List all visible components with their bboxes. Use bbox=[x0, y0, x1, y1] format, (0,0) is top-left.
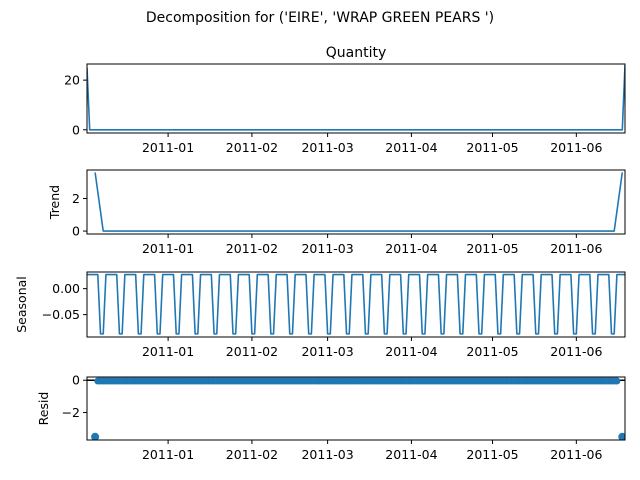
seasonal-xtick-label: 2011-03 bbox=[301, 344, 353, 359]
resid-xtick-label: 2011-06 bbox=[550, 447, 602, 462]
trend-xtick-label: 2011-04 bbox=[385, 241, 437, 256]
seasonal-xtick-label: 2011-01 bbox=[142, 344, 194, 359]
seasonal-xtick-label: 2011-06 bbox=[550, 344, 602, 359]
resid-ytick-label: −2 bbox=[62, 405, 80, 420]
trend-plot-area bbox=[94, 172, 624, 232]
seasonal-ytick-label: 0.00 bbox=[52, 281, 80, 296]
quantity-panel: 0 20 2011-01 2011-02 2011-03 2011-04 2011-05 20… bbox=[64, 63, 626, 155]
trend-xtick-label: 2011-06 bbox=[550, 241, 602, 256]
seasonal-xtick-label: 2011-05 bbox=[466, 344, 518, 359]
quantity-xtick-label: 2011-05 bbox=[466, 140, 518, 155]
resid-outlier-point bbox=[618, 432, 625, 440]
figure-title: Decomposition for ('EIRE', 'WRAP GREEN P… bbox=[146, 10, 494, 26]
trend-xtick-label: 2011-03 bbox=[301, 241, 353, 256]
resid-plot-area bbox=[87, 377, 625, 440]
quantity-xtick-label: 2011-06 bbox=[550, 140, 602, 155]
trend-ytick-label: 0 bbox=[72, 224, 80, 239]
seasonal-ytick-label: −0.05 bbox=[42, 307, 80, 322]
trend-panel: 0 2 2011-01 2011-02 2011-03 2011-04 2011-05 201… bbox=[47, 169, 626, 256]
seasonal-xtick-label: 2011-02 bbox=[226, 344, 278, 359]
trend-xtick-label: 2011-05 bbox=[466, 241, 518, 256]
resid-xtick-label: 2011-02 bbox=[226, 447, 278, 462]
trend-ytick-label: 2 bbox=[72, 191, 80, 206]
quantity-xtick-label: 2011-01 bbox=[142, 140, 194, 155]
seasonal-panel: 0.00 −0.05 2011-01 2011-02 2011-03 2011-04 201… bbox=[14, 271, 626, 359]
resid-panel: 0 −2 2011-01 2011-02 2011-03 2011-04 2011-05 20… bbox=[36, 373, 626, 462]
resid-outlier-point bbox=[91, 432, 100, 440]
seasonal-plot-area bbox=[87, 273, 625, 335]
resid-ytick-label: 0 bbox=[72, 373, 80, 388]
resid-xtick-label: 2011-04 bbox=[385, 447, 437, 462]
resid-point bbox=[613, 377, 621, 385]
quantity-title: Quantity bbox=[326, 45, 387, 61]
quantity-xtick-label: 2011-03 bbox=[301, 140, 353, 155]
quantity-xtick-label: 2011-04 bbox=[385, 140, 437, 155]
seasonal-ylabel: Seasonal bbox=[14, 276, 29, 333]
resid-xtick-label: 2011-01 bbox=[142, 447, 194, 462]
quantity-xtick-label: 2011-02 bbox=[226, 140, 278, 155]
trend-xtick-label: 2011-02 bbox=[226, 241, 278, 256]
trend-series-line bbox=[94, 172, 624, 232]
seasonal-axes-frame bbox=[86, 271, 626, 338]
trend-xtick-label: 2011-01 bbox=[142, 241, 194, 256]
quantity-ytick-label: 0 bbox=[72, 122, 80, 137]
quantity-series-line bbox=[87, 65, 625, 131]
resid-xtick-label: 2011-05 bbox=[466, 447, 518, 462]
seasonal-series-line bbox=[87, 273, 625, 335]
resid-ylabel: Resid bbox=[36, 392, 51, 426]
quantity-ytick-label: 20 bbox=[64, 73, 80, 88]
quantity-axes-frame bbox=[86, 63, 626, 134]
resid-axes-frame bbox=[86, 376, 626, 441]
trend-axes-frame bbox=[86, 169, 626, 235]
trend-ylabel: Trend bbox=[47, 185, 62, 220]
quantity-plot-area bbox=[87, 65, 625, 131]
resid-xtick-label: 2011-03 bbox=[301, 447, 353, 462]
seasonal-xtick-label: 2011-04 bbox=[385, 344, 437, 359]
